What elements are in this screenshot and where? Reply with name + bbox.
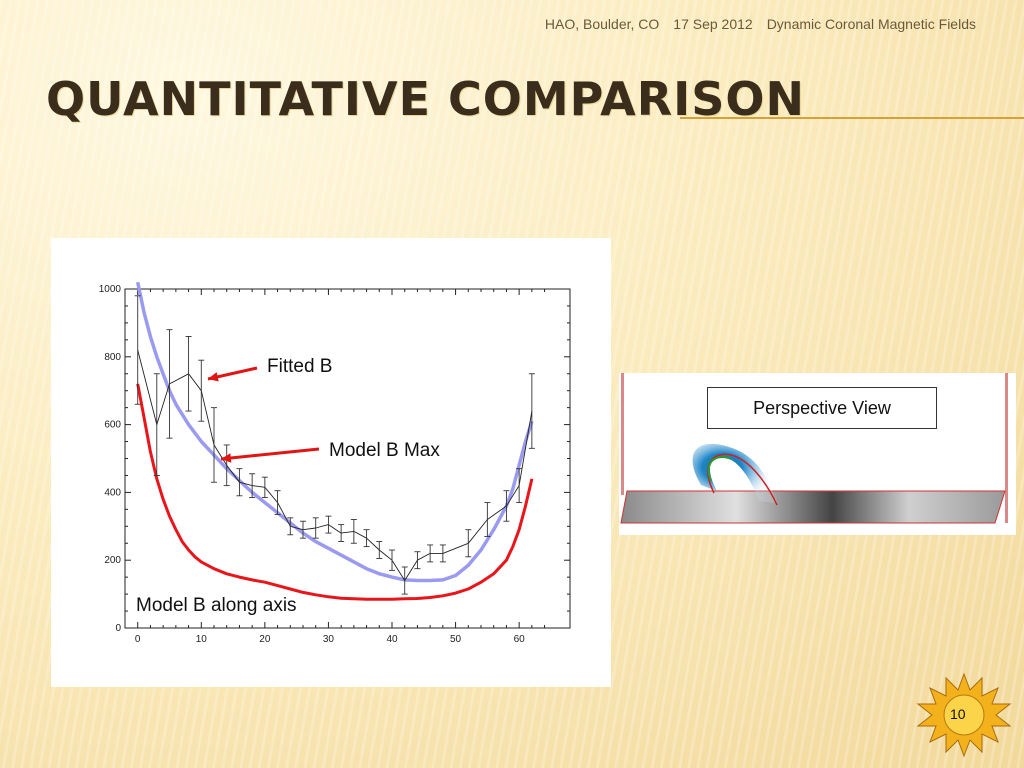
y-tick-label: 200 [104, 555, 121, 566]
header-date: 17 Sep 2012 [673, 16, 753, 32]
series-model-max [135, 281, 534, 583]
perspective-view-image: Perspective View [619, 373, 1016, 535]
model-b-along-axis-label: Model B along axis [136, 595, 297, 617]
y-tick-label: 400 [104, 487, 121, 498]
field-line-green [707, 456, 732, 482]
x-tick-label: 10 [196, 634, 208, 645]
x-tick-label: 0 [135, 634, 141, 645]
fitted-b-arrow-head [208, 372, 219, 382]
perspective-svg [620, 373, 1008, 524]
fitted-b-label: Fitted B [267, 356, 333, 377]
magnetogram-floor [620, 490, 1006, 524]
sun-logo [916, 672, 1012, 758]
page-number: 10 [950, 706, 966, 722]
frame-right [1005, 373, 1008, 523]
model-b-max-label: Model B Max [329, 440, 440, 461]
title-rule [680, 117, 1024, 119]
x-tick-label: 60 [514, 634, 526, 645]
slide-title: Quantitative Comparison [46, 72, 805, 126]
series-fitted [137, 349, 533, 581]
x-tick-label: 30 [323, 634, 335, 645]
y-tick-label: 800 [104, 352, 121, 363]
header-event: Dynamic Coronal Magnetic Fields [766, 16, 976, 32]
header-location: HAO, Boulder, CO [544, 16, 660, 32]
x-tick-label: 40 [386, 634, 398, 645]
series-model-axis [136, 383, 534, 601]
y-tick-label: 1000 [99, 284, 122, 295]
model-b-max-arrow-shaft [220, 447, 320, 461]
x-tick-label: 50 [450, 634, 462, 645]
perspective-view-label: Perspective View [707, 387, 937, 429]
x-tick-label: 20 [259, 634, 271, 645]
frame-left [621, 373, 624, 495]
y-tick-label: 600 [104, 420, 121, 431]
model-b-max-arrow-head [221, 453, 232, 463]
slide-header: HAO, Boulder, CO 17 Sep 2012 Dynamic Cor… [545, 16, 976, 32]
y-tick-label: 0 [115, 623, 121, 634]
comparison-chart: 0 10 20 30 40 50 60 0 200 400 600 800 1000 Fitted B … [51, 238, 611, 687]
sun-face [943, 694, 985, 736]
